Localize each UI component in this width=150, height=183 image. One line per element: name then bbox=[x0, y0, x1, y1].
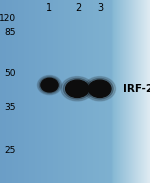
Text: 120: 120 bbox=[0, 14, 16, 23]
Ellipse shape bbox=[39, 77, 60, 93]
Text: 25: 25 bbox=[4, 145, 16, 155]
Text: 85: 85 bbox=[4, 28, 16, 38]
Ellipse shape bbox=[41, 78, 58, 92]
Ellipse shape bbox=[38, 75, 62, 95]
Text: 1: 1 bbox=[46, 3, 52, 13]
Text: IRF-2: IRF-2 bbox=[123, 84, 150, 94]
Ellipse shape bbox=[86, 78, 113, 99]
Ellipse shape bbox=[84, 76, 116, 101]
Ellipse shape bbox=[66, 80, 89, 97]
Text: 35: 35 bbox=[4, 103, 16, 113]
Ellipse shape bbox=[63, 78, 91, 99]
Text: 50: 50 bbox=[4, 69, 16, 78]
Text: 2: 2 bbox=[75, 3, 81, 13]
Ellipse shape bbox=[61, 76, 94, 101]
Ellipse shape bbox=[88, 80, 111, 97]
Text: 3: 3 bbox=[98, 3, 103, 13]
